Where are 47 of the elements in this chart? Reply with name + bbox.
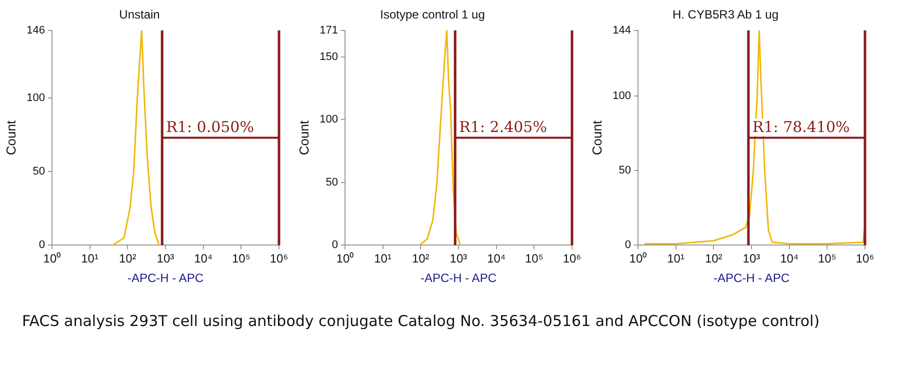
x-tick-label: 10⁵ xyxy=(524,252,544,266)
text: FACS analysis 293T cell using antibody conjugate Catalog No. 35634-05161 and APCCON (isotype control) xyxy=(22,312,821,330)
x-tick-label: 10⁴ xyxy=(780,252,799,266)
annotation: R1: 78.410% xyxy=(752,118,850,136)
x-tick-label: 10³ xyxy=(450,252,468,266)
y-tick-label: 0 xyxy=(332,239,338,252)
y-tick-label: 171 xyxy=(320,24,338,36)
x-tick-label: 10⁴ xyxy=(487,252,506,266)
x-tick-label: 10³ xyxy=(156,252,174,266)
x-tick-label: 10⁴ xyxy=(194,252,213,266)
y-tick-label: 50 xyxy=(32,166,45,178)
y-tick-label: 50 xyxy=(618,164,631,177)
annotation: R1: 2.405% xyxy=(459,118,547,136)
y-tick-label: 0 xyxy=(38,239,45,252)
x-tick-label: 10⁰ xyxy=(629,252,647,266)
x-tick-label: 10² xyxy=(118,252,136,266)
x-axis-title: -APC-H - APC xyxy=(420,271,497,286)
y-tick-label: 100 xyxy=(26,92,45,104)
x-tick-label: 10⁰ xyxy=(336,252,354,266)
y-tick-label: 146 xyxy=(26,24,45,36)
x-tick-label: 10⁵ xyxy=(232,252,250,266)
x-tick-label: 10³ xyxy=(742,252,760,266)
y-tick-label: 144 xyxy=(612,24,631,36)
x-tick-label: 10² xyxy=(704,252,722,266)
chart-title: Isotype control 1 ug xyxy=(380,8,485,22)
y-tick-label: 100 xyxy=(320,114,338,126)
y-tick-label: 50 xyxy=(326,176,338,188)
x-tick-label: 10¹ xyxy=(81,252,98,266)
y-axis-title: Count xyxy=(296,120,312,156)
chart-title: H. CYB5R3 Ab 1 ug xyxy=(672,8,779,22)
y-axis-title: Count xyxy=(3,120,18,156)
x-tick-label: 10² xyxy=(412,252,430,266)
x-tick-label: 10¹ xyxy=(374,252,392,266)
x-tick-label: 10⁶ xyxy=(856,252,874,266)
y-tick-label: 100 xyxy=(612,90,631,102)
x-tick-label: 10¹ xyxy=(667,252,684,266)
x-axis-title: -APC-H - APC xyxy=(713,271,790,286)
x-tick-label: 10⁶ xyxy=(270,252,288,266)
y-tick-label: 150 xyxy=(320,50,338,63)
x-tick-label: 10⁶ xyxy=(562,252,582,266)
x-tick-label: 10⁰ xyxy=(43,252,61,266)
x-axis-title: -APC-H - APC xyxy=(127,271,204,286)
chart-title: Unstain xyxy=(119,8,160,22)
x-tick-label: 10⁵ xyxy=(818,252,836,266)
y-axis-title: Count xyxy=(589,120,604,156)
y-tick-label: 0 xyxy=(624,239,631,252)
annotation: R1: 0.050% xyxy=(166,118,254,136)
